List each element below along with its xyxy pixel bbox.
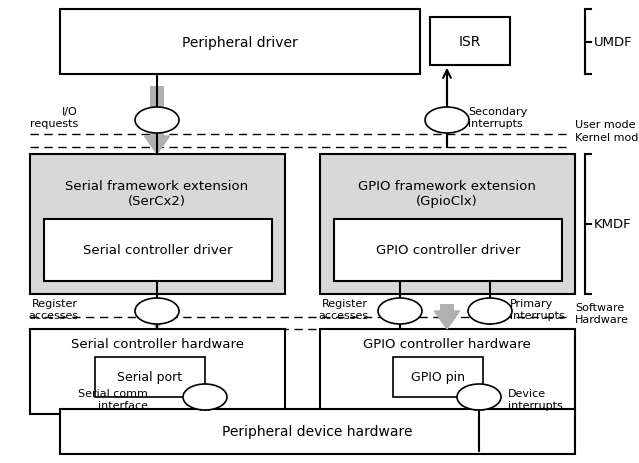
Ellipse shape: [135, 108, 179, 134]
Bar: [430, 18, 510, 66]
Text: Serial framework extension
(SerCx2): Serial framework extension (SerCx2): [65, 180, 249, 207]
Text: Primary
interrupts: Primary interrupts: [510, 299, 565, 320]
Text: Kernel mode: Kernel mode: [575, 133, 639, 143]
Bar: [150, 87, 164, 137]
Bar: [60, 409, 575, 454]
Text: Software: Software: [575, 302, 624, 313]
Text: Hardware: Hardware: [575, 314, 629, 324]
Text: Device
interrupts: Device interrupts: [508, 388, 563, 410]
Ellipse shape: [457, 384, 501, 410]
Text: GPIO controller hardware: GPIO controller hardware: [363, 337, 531, 350]
Text: Peripheral device hardware: Peripheral device hardware: [222, 425, 413, 438]
Text: Serial comm
interface: Serial comm interface: [78, 388, 148, 410]
Text: Serial port: Serial port: [118, 371, 183, 384]
Polygon shape: [144, 311, 169, 329]
Bar: [95, 357, 205, 397]
Text: GPIO framework extension
(GpioClx): GPIO framework extension (GpioClx): [358, 180, 536, 207]
Ellipse shape: [425, 108, 469, 134]
Bar: [320, 329, 575, 414]
Text: Serial controller driver: Serial controller driver: [83, 244, 233, 257]
Ellipse shape: [468, 298, 512, 324]
Bar: [334, 219, 562, 282]
Polygon shape: [144, 137, 169, 155]
Bar: [30, 329, 285, 414]
Bar: [393, 357, 483, 397]
Text: Serial controller hardware: Serial controller hardware: [70, 337, 243, 350]
Bar: [150, 304, 164, 311]
Ellipse shape: [135, 298, 179, 324]
Text: Register
accesses: Register accesses: [28, 299, 78, 320]
Ellipse shape: [183, 384, 227, 410]
Bar: [30, 155, 285, 294]
Bar: [60, 10, 420, 75]
Text: UMDF: UMDF: [594, 36, 633, 49]
Polygon shape: [435, 311, 459, 329]
Text: GPIO controller driver: GPIO controller driver: [376, 244, 520, 257]
Bar: [44, 219, 272, 282]
Text: GPIO pin: GPIO pin: [411, 371, 465, 384]
Text: ISR: ISR: [459, 35, 481, 49]
Text: Secondary
interrupts: Secondary interrupts: [468, 107, 527, 129]
Text: KMDF: KMDF: [594, 218, 631, 231]
Bar: [440, 304, 454, 311]
Text: Register
accesses: Register accesses: [318, 299, 368, 320]
Text: Peripheral driver: Peripheral driver: [182, 36, 298, 50]
Ellipse shape: [378, 298, 422, 324]
Bar: [320, 155, 575, 294]
Text: User mode: User mode: [575, 120, 636, 130]
Text: I/O
requests: I/O requests: [30, 107, 78, 129]
